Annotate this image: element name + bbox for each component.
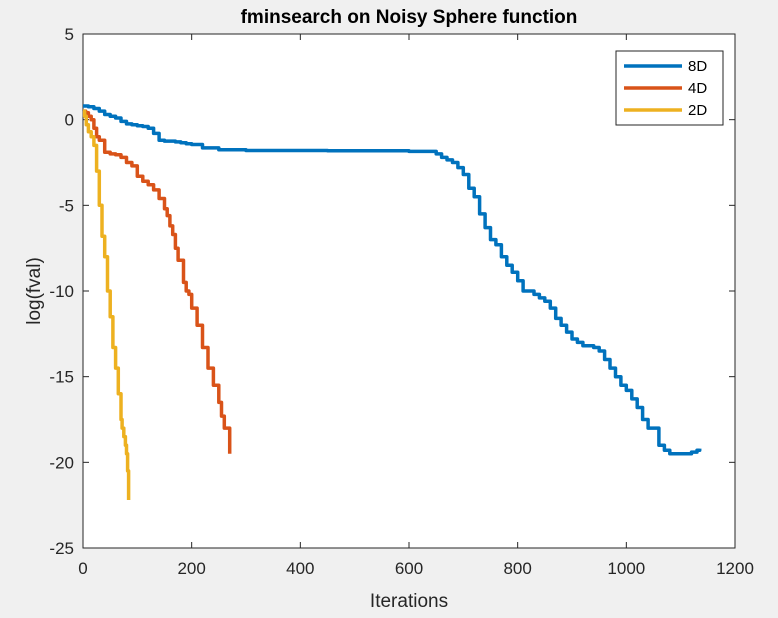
y-tick-label: -10 [49, 282, 74, 301]
x-tick-label: 1200 [716, 559, 754, 578]
y-tick-label: 0 [65, 111, 74, 130]
y-tick-label: -20 [49, 453, 74, 472]
x-tick-label: 600 [395, 559, 423, 578]
series-group [82, 104, 702, 500]
y-tick-label: -5 [59, 196, 74, 215]
legend: 8D 4D 2D [615, 50, 724, 126]
series-line-4D [83, 109, 232, 454]
ticks-group: 0 200 400 600 800 1000 1200 5 0 -5 -10 -15 -20 -25 [49, 25, 753, 578]
x-tick-label: 200 [177, 559, 205, 578]
x-tick-label: 800 [503, 559, 531, 578]
y-tick-label: 5 [65, 25, 74, 44]
x-tick-label: 400 [286, 559, 314, 578]
series-line-2D [82, 109, 131, 500]
y-axis-label: log(fval) [24, 257, 45, 325]
y-tick-label: -25 [49, 539, 74, 558]
x-tick-label: 0 [78, 559, 87, 578]
y-tick-label: -15 [49, 368, 74, 387]
x-axis-label: Iterations [370, 591, 448, 612]
legend-label: 8D [688, 58, 707, 75]
series-line-8D [83, 104, 702, 456]
legend-label: 2D [688, 102, 707, 119]
legend-label: 4D [688, 80, 707, 97]
chart-title: fminsearch on Noisy Sphere function [241, 7, 578, 28]
x-tick-label: 1000 [607, 559, 645, 578]
